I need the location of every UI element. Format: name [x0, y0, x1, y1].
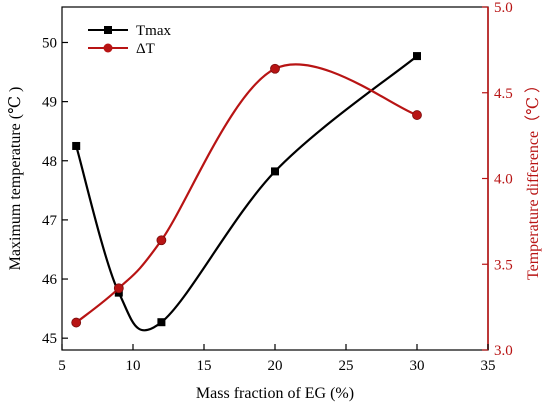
right-y-tick-label: 5.0 — [494, 0, 513, 16]
series-line-tmax — [75, 55, 418, 332]
data-point-delta-t — [71, 317, 82, 328]
data-point-tmax — [72, 141, 81, 150]
data-point-tmax — [271, 167, 279, 176]
legend-label-tmax: Tmax — [136, 23, 171, 39]
data-point-delta-t — [113, 283, 124, 294]
data-point-tmax — [413, 52, 421, 61]
x-tick-label: 25 — [339, 358, 354, 374]
series-line-delta-t — [75, 63, 418, 324]
legend: Tmax ΔT — [88, 23, 171, 57]
right-y-axis-ticks: 3.0 3.5 4.0 4.5 5.0 — [482, 0, 513, 359]
left-y-tick-label: 50 — [42, 35, 57, 51]
data-point-delta-t — [156, 235, 167, 246]
legend-marker-delta-t — [103, 43, 113, 53]
right-y-axis-title: Temperature difference（℃ ） — [524, 77, 542, 280]
left-y-tick-label: 47 — [42, 213, 58, 229]
x-tick-label: 5 — [58, 358, 66, 374]
plot-frame — [61, 6, 489, 351]
x-tick-label: 35 — [481, 358, 496, 374]
x-axis-ticks: 5 10 15 20 25 30 35 — [58, 344, 496, 374]
left-y-axis-ticks: 45 46 47 48 49 50 — [42, 35, 68, 347]
plot-content — [71, 52, 422, 332]
legend-marker-tmax — [104, 26, 112, 34]
legend-label-delta-t: ΔT — [136, 41, 155, 57]
data-point-delta-t — [270, 63, 280, 74]
left-y-tick-label: 49 — [42, 95, 57, 111]
right-y-tick-label: 3.5 — [494, 257, 513, 273]
x-tick-label: 10 — [126, 358, 141, 374]
left-y-tick-label: 45 — [42, 331, 57, 347]
right-y-tick-label: 4.5 — [494, 86, 513, 102]
x-tick-label: 30 — [410, 358, 425, 374]
x-axis-title: Mass fraction of EG (%) — [196, 385, 354, 402]
data-point-tmax — [157, 318, 166, 327]
right-y-tick-label: 3.0 — [494, 343, 513, 359]
x-tick-label: 20 — [268, 358, 283, 374]
data-point-delta-t — [412, 110, 422, 120]
left-y-tick-label: 48 — [42, 154, 57, 170]
right-y-tick-label: 4.0 — [494, 172, 513, 188]
left-y-tick-label: 46 — [42, 272, 58, 288]
x-tick-label: 15 — [197, 358, 212, 374]
left-y-axis-title: Maximum temperature (℃ ) — [7, 87, 24, 271]
